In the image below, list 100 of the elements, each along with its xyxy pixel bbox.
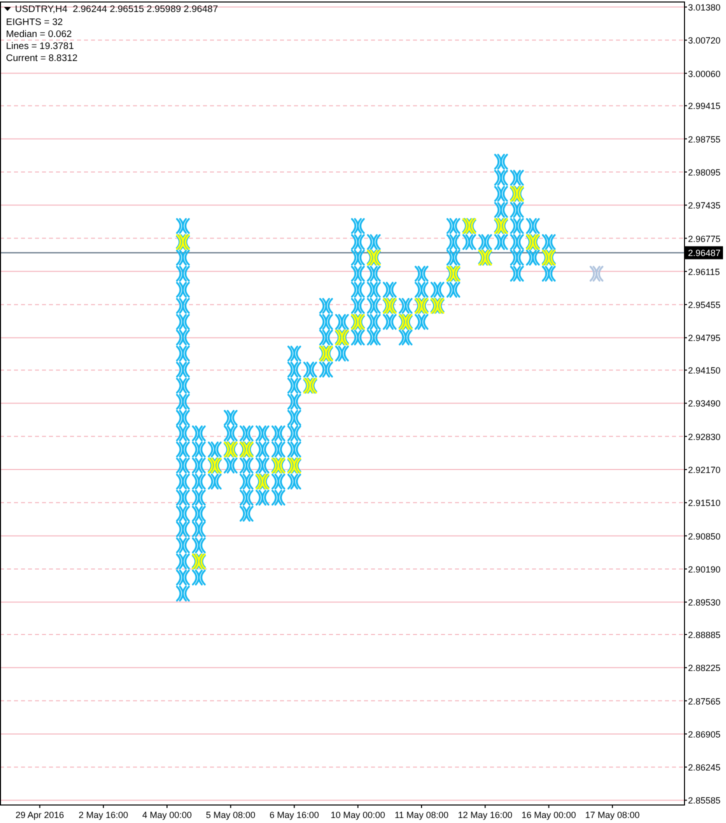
point bbox=[256, 458, 270, 474]
point bbox=[176, 218, 190, 234]
point bbox=[176, 250, 190, 266]
point bbox=[319, 330, 333, 346]
point bbox=[192, 537, 206, 554]
y-tick-label: 3.00720 bbox=[688, 36, 721, 46]
annotation: Current = 8.8312 bbox=[6, 53, 78, 64]
point bbox=[446, 250, 460, 266]
x-tick-label: 29 Apr 2016 bbox=[15, 810, 64, 820]
point bbox=[271, 425, 286, 442]
point bbox=[176, 458, 190, 474]
point bbox=[446, 234, 460, 250]
point bbox=[319, 314, 333, 330]
point bbox=[176, 586, 190, 602]
point bbox=[398, 298, 413, 314]
point bbox=[176, 282, 190, 298]
y-tick-label: 2.88225 bbox=[688, 663, 721, 674]
y-tick-label: 2.92830 bbox=[688, 432, 721, 442]
point bbox=[478, 234, 492, 250]
point bbox=[542, 234, 556, 250]
x-tick-label: 16 May 00:00 bbox=[522, 810, 576, 820]
point bbox=[176, 521, 190, 538]
x-tick-label: 17 May 08:00 bbox=[585, 810, 640, 820]
y-tick-label: 2.97435 bbox=[688, 200, 721, 211]
point bbox=[351, 266, 365, 282]
point bbox=[319, 362, 333, 378]
point bbox=[256, 490, 270, 506]
point bbox=[192, 474, 206, 490]
point bbox=[510, 234, 524, 250]
point bbox=[590, 266, 604, 282]
point bbox=[271, 474, 286, 490]
point bbox=[287, 394, 302, 410]
point bbox=[287, 425, 302, 442]
point bbox=[287, 378, 302, 394]
x-tick-label: 12 May 16:00 bbox=[458, 810, 512, 820]
point bbox=[176, 394, 190, 410]
y-tick-label: 2.89530 bbox=[688, 598, 721, 608]
annotation: EIGHTS = 32 bbox=[6, 17, 63, 28]
point bbox=[303, 362, 318, 378]
point bbox=[192, 506, 206, 522]
point bbox=[398, 330, 413, 346]
point bbox=[176, 554, 190, 570]
point bbox=[176, 298, 190, 314]
point bbox=[446, 218, 460, 234]
point bbox=[366, 298, 381, 314]
point bbox=[240, 425, 254, 442]
point bbox=[366, 282, 381, 298]
point bbox=[382, 282, 397, 298]
point bbox=[287, 346, 302, 362]
point bbox=[176, 442, 190, 458]
point bbox=[176, 330, 190, 346]
point bbox=[176, 474, 190, 490]
y-tick-label: 2.85585 bbox=[688, 796, 721, 806]
point bbox=[510, 250, 524, 266]
point bbox=[176, 362, 190, 378]
point bbox=[510, 266, 524, 282]
y-tick-label: 2.90850 bbox=[688, 531, 721, 542]
point bbox=[271, 442, 286, 458]
y-tick-label: 3.00060 bbox=[688, 68, 721, 79]
point bbox=[192, 458, 206, 474]
y-tick-label: 2.87565 bbox=[688, 696, 721, 706]
point bbox=[287, 362, 302, 378]
x-tick-label: 11 May 08:00 bbox=[394, 810, 448, 820]
y-tick-label: 3.01380 bbox=[688, 2, 721, 13]
point bbox=[351, 282, 365, 298]
point bbox=[192, 521, 206, 538]
point bbox=[176, 346, 190, 362]
point bbox=[256, 425, 270, 442]
point bbox=[542, 266, 556, 282]
point bbox=[351, 218, 365, 234]
point bbox=[287, 474, 302, 490]
x-tick-label: 6 May 16:00 bbox=[270, 810, 320, 820]
point bbox=[462, 234, 476, 250]
point bbox=[192, 425, 206, 442]
point bbox=[176, 490, 190, 506]
point bbox=[176, 378, 190, 394]
point bbox=[287, 410, 302, 426]
chart-title: USDTRY,H4 2.96244 2.96515 2.95989 2.96487 bbox=[15, 4, 218, 15]
point bbox=[510, 170, 524, 186]
y-tick-label: 2.98095 bbox=[688, 167, 721, 178]
y-tick-label: 2.91510 bbox=[688, 498, 721, 508]
x-tick-label: 2 May 16:00 bbox=[78, 810, 128, 820]
point bbox=[414, 282, 428, 298]
point bbox=[335, 346, 349, 362]
point bbox=[176, 266, 190, 282]
point bbox=[176, 537, 190, 554]
y-tick-label: 2.88885 bbox=[688, 630, 721, 640]
y-tick-label: 2.92170 bbox=[688, 465, 721, 476]
point bbox=[287, 442, 302, 458]
annotation: Lines = 19.3781 bbox=[6, 41, 74, 52]
point bbox=[335, 314, 349, 330]
point bbox=[192, 570, 206, 586]
y-tick-label: 2.93490 bbox=[688, 398, 721, 409]
point bbox=[526, 218, 540, 234]
point bbox=[176, 425, 190, 442]
y-tick-label: 2.94150 bbox=[688, 366, 721, 376]
point bbox=[176, 410, 190, 426]
point bbox=[192, 442, 206, 458]
point bbox=[366, 266, 381, 282]
point bbox=[176, 506, 190, 522]
